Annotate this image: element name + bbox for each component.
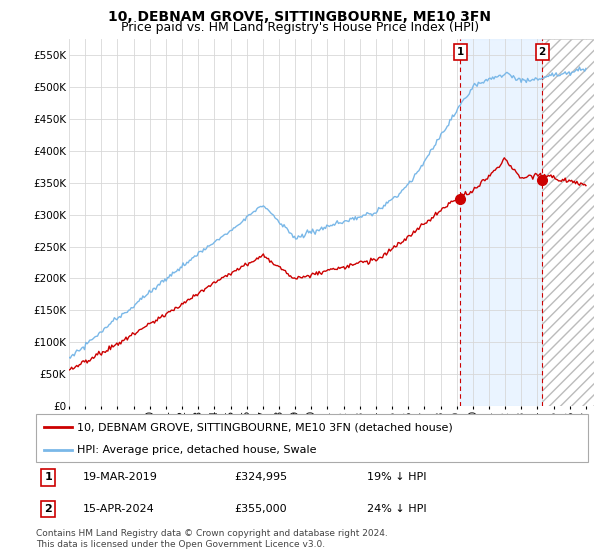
Text: 10, DEBNAM GROVE, SITTINGBOURNE, ME10 3FN (detached house): 10, DEBNAM GROVE, SITTINGBOURNE, ME10 3F… <box>77 422 453 432</box>
Text: 2: 2 <box>539 47 546 57</box>
Text: 1: 1 <box>457 47 464 57</box>
Text: HPI: Average price, detached house, Swale: HPI: Average price, detached house, Swal… <box>77 445 317 455</box>
Text: 2: 2 <box>44 503 52 514</box>
Text: 19% ↓ HPI: 19% ↓ HPI <box>367 473 427 483</box>
Text: 10, DEBNAM GROVE, SITTINGBOURNE, ME10 3FN: 10, DEBNAM GROVE, SITTINGBOURNE, ME10 3F… <box>109 10 491 24</box>
Bar <box>460 39 542 406</box>
Text: £324,995: £324,995 <box>235 473 288 483</box>
Text: 15-APR-2024: 15-APR-2024 <box>83 503 155 514</box>
Text: Contains HM Land Registry data © Crown copyright and database right 2024.
This d: Contains HM Land Registry data © Crown c… <box>36 529 388 549</box>
Polygon shape <box>542 39 594 406</box>
Text: 19-MAR-2019: 19-MAR-2019 <box>83 473 158 483</box>
Text: 24% ↓ HPI: 24% ↓ HPI <box>367 503 427 514</box>
Text: Price paid vs. HM Land Registry's House Price Index (HPI): Price paid vs. HM Land Registry's House … <box>121 21 479 34</box>
Bar <box>542 39 594 406</box>
Text: £355,000: £355,000 <box>235 503 287 514</box>
Text: 1: 1 <box>44 473 52 483</box>
